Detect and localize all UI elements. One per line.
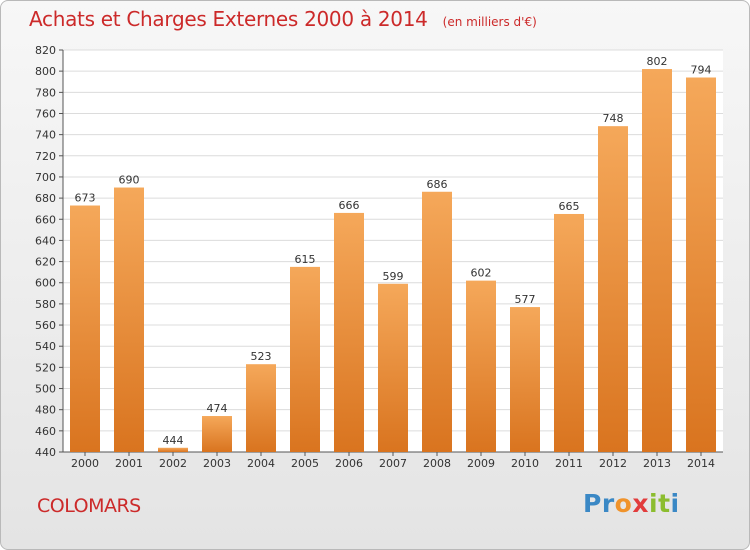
commune-name: COLOMARS — [37, 495, 141, 517]
bar — [114, 187, 144, 453]
logo-letter: t — [658, 489, 671, 518]
y-tick-label: 800 — [35, 65, 56, 78]
y-tick-label: 680 — [35, 192, 56, 205]
x-tick-label: 2007 — [379, 457, 407, 470]
bar-value-label: 599 — [383, 270, 404, 283]
x-tick-label: 2009 — [467, 457, 495, 470]
chart-subtitle: (en milliers d'€) — [442, 15, 537, 29]
bar-value-label: 666 — [339, 199, 360, 212]
bar — [70, 205, 100, 452]
y-tick-label: 760 — [35, 107, 56, 120]
y-tick-label: 780 — [35, 86, 56, 99]
bar — [466, 280, 496, 452]
x-tick-label: 2001 — [115, 457, 143, 470]
y-tick-label: 740 — [35, 129, 56, 142]
logo-letter: x — [632, 489, 649, 518]
x-tick-label: 2011 — [555, 457, 583, 470]
bar — [422, 191, 452, 453]
y-tick-label: 460 — [35, 425, 56, 438]
bar — [598, 126, 628, 452]
bar-value-label: 686 — [427, 178, 448, 191]
bar-value-label: 577 — [515, 293, 536, 306]
x-tick-label: 2014 — [687, 457, 715, 470]
y-tick-label: 480 — [35, 404, 56, 417]
bar-value-label: 802 — [647, 55, 668, 68]
y-tick-label: 820 — [35, 44, 56, 57]
y-tick-label: 540 — [35, 340, 56, 353]
proxiti-logo: Proxiti — [583, 489, 680, 518]
x-tick-label: 2010 — [511, 457, 539, 470]
x-tick-label: 2006 — [335, 457, 363, 470]
bar — [202, 416, 232, 452]
x-tick-label: 2004 — [247, 457, 275, 470]
y-tick-label: 700 — [35, 171, 56, 184]
y-tick-label: 720 — [35, 150, 56, 163]
x-tick-label: 2012 — [599, 457, 627, 470]
bar — [642, 69, 672, 452]
y-tick-label: 640 — [35, 234, 56, 247]
bar-value-label: 690 — [119, 174, 140, 187]
logo-letter: o — [614, 489, 633, 518]
x-tick-label: 2008 — [423, 457, 451, 470]
bar-value-label: 474 — [207, 402, 228, 415]
bar — [510, 307, 540, 452]
y-tick-label: 620 — [35, 256, 56, 269]
bar — [378, 283, 408, 452]
y-tick-label: 440 — [35, 446, 56, 459]
bar-value-label: 673 — [75, 192, 96, 205]
bar-value-label: 665 — [559, 200, 580, 213]
y-tick-label: 660 — [35, 213, 56, 226]
x-tick-label: 2002 — [159, 457, 187, 470]
y-tick-label: 580 — [35, 298, 56, 311]
logo-letter: i — [649, 489, 659, 518]
logo-letter: i — [670, 489, 680, 518]
x-tick-label: 2000 — [71, 457, 99, 470]
bar — [686, 77, 716, 453]
bar — [246, 364, 276, 452]
y-tick-label: 500 — [35, 383, 56, 396]
bar-value-label: 794 — [691, 64, 712, 77]
y-tick-label: 600 — [35, 277, 56, 290]
bar — [290, 266, 320, 452]
title-row: Achats et Charges Externes 2000 à 2014 (… — [29, 7, 537, 31]
bar-value-label: 748 — [603, 112, 624, 125]
x-tick-label: 2005 — [291, 457, 319, 470]
y-tick-label: 560 — [35, 319, 56, 332]
bar — [554, 213, 584, 452]
bar-value-label: 615 — [295, 253, 316, 266]
logo-letter: P — [583, 489, 602, 518]
bar-value-label: 444 — [163, 434, 184, 447]
x-tick-label: 2003 — [203, 457, 231, 470]
bar — [334, 212, 364, 452]
bar-value-label: 602 — [471, 267, 492, 280]
chart-title: Achats et Charges Externes 2000 à 2014 — [29, 7, 428, 31]
bar-value-label: 523 — [251, 350, 272, 363]
bar — [158, 447, 188, 452]
y-tick-label: 520 — [35, 361, 56, 374]
logo-letter: r — [601, 489, 615, 518]
x-tick-label: 2013 — [643, 457, 671, 470]
